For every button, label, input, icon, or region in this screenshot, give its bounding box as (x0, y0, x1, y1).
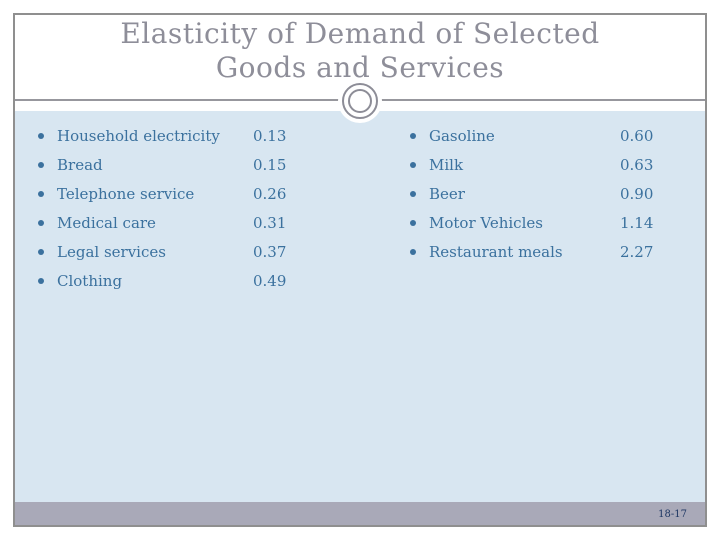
list-item: Beer 0.90 (410, 179, 653, 208)
item-label: Clothing (57, 271, 123, 290)
content-panel: Household electricity 0.13 Bread 0.15 Te… (15, 111, 705, 502)
item-label: Medical care (57, 213, 156, 232)
footer-bar: 18-17 (15, 502, 705, 525)
item-label: Bread (57, 155, 103, 174)
item-label: Motor Vehicles (429, 213, 543, 232)
item-label: Household electricity (57, 126, 220, 145)
item-label: Restaurant meals (429, 242, 563, 261)
item-value: 0.49 (253, 271, 287, 290)
item-value: 0.13 (253, 126, 287, 145)
item-value: 0.37 (253, 242, 287, 261)
item-value: 1.14 (620, 213, 654, 232)
list-item: Restaurant meals 2.27 (410, 237, 653, 266)
list-item: Medical care 0.31 (38, 208, 286, 237)
slide-title: Elasticity of Demand of Selected Goods a… (15, 17, 705, 85)
list-item: Motor Vehicles 1.14 (410, 208, 653, 237)
bullet-icon (38, 277, 44, 284)
bullet-icon (38, 190, 44, 197)
elasticity-list-right: Gasoline 0.60 Milk 0.63 Beer 0.90 Motor … (410, 121, 653, 266)
item-label: Gasoline (429, 126, 495, 145)
slide-frame: Elasticity of Demand of Selected Goods a… (13, 13, 707, 527)
list-item: Household electricity 0.13 (38, 121, 286, 150)
list-item: Telephone service 0.26 (38, 179, 286, 208)
bullet-icon (410, 190, 416, 197)
bullet-icon (38, 219, 44, 226)
list-item: Bread 0.15 (38, 150, 286, 179)
slide-title-line1: Elasticity of Demand of Selected (120, 17, 600, 50)
bullet-icon (410, 219, 416, 226)
item-value: 0.90 (620, 184, 654, 203)
item-value: 0.63 (620, 155, 654, 174)
elasticity-list-left: Household electricity 0.13 Bread 0.15 Te… (38, 121, 286, 295)
item-label: Telephone service (57, 184, 195, 203)
circle-ornament-icon (342, 83, 378, 119)
list-item: Legal services 0.37 (38, 237, 286, 266)
bullet-icon (410, 161, 416, 168)
bullet-icon (410, 248, 416, 255)
bullet-icon (38, 248, 44, 255)
page-number: 18-17 (658, 509, 687, 520)
list-item: Milk 0.63 (410, 150, 653, 179)
item-value: 0.31 (253, 213, 287, 232)
circle-ornament-inner-ring (348, 89, 372, 113)
bullet-icon (410, 132, 416, 139)
item-value: 0.60 (620, 126, 654, 145)
item-value: 2.27 (620, 242, 654, 261)
bullet-icon (38, 132, 44, 139)
item-label: Milk (429, 155, 464, 174)
item-value: 0.26 (253, 184, 287, 203)
item-value: 0.15 (253, 155, 287, 174)
item-label: Beer (429, 184, 465, 203)
list-item: Clothing 0.49 (38, 266, 286, 295)
bullet-icon (38, 161, 44, 168)
item-label: Legal services (57, 242, 166, 261)
list-item: Gasoline 0.60 (410, 121, 653, 150)
slide-title-line2: Goods and Services (215, 51, 505, 84)
